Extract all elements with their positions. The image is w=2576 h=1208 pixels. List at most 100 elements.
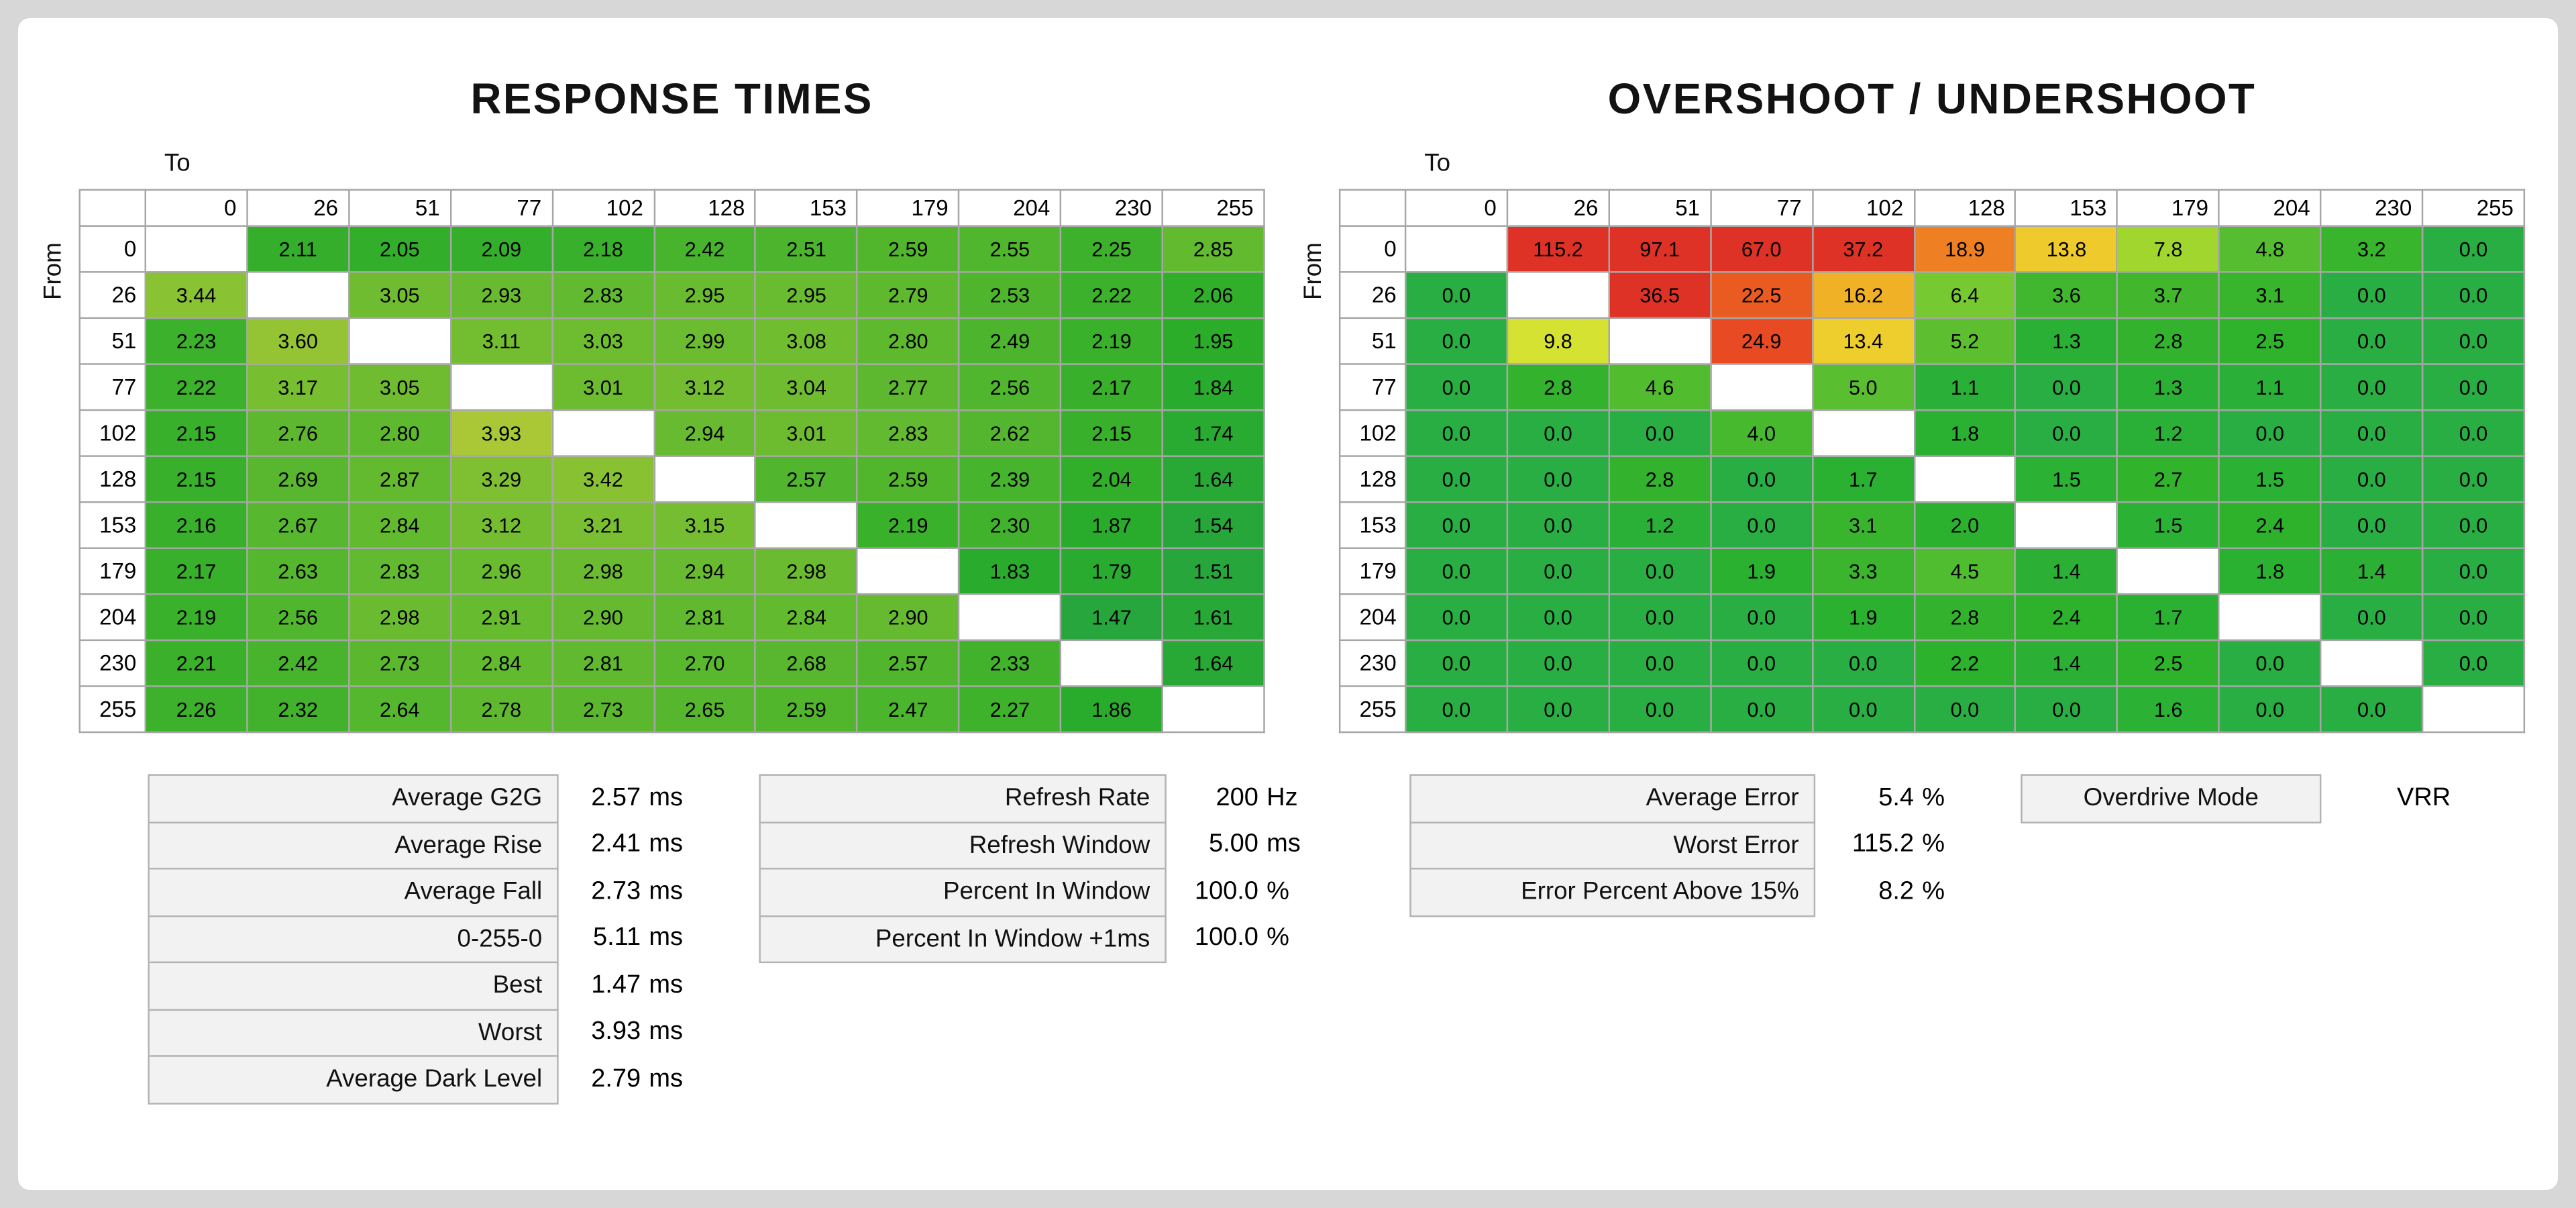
heatmap-col-header: 179 xyxy=(2116,189,2220,227)
heatmap-cell: 2.59 xyxy=(755,685,859,734)
heatmap-cell: 1.84 xyxy=(1161,363,1265,411)
heatmap-cell: 18.9 xyxy=(1913,225,2017,273)
stat-label: Refresh Window xyxy=(759,821,1167,870)
overshoot-title: OVERSHOOT / UNDERSHOOT xyxy=(1607,74,2257,123)
heatmap-cell: 1.83 xyxy=(958,547,1062,595)
heatmap-cell: 1.79 xyxy=(1059,547,1164,595)
heatmap-cell: 2.83 xyxy=(347,547,451,595)
heatmap-cell: 2.23 xyxy=(144,317,248,365)
stat-row: Average Rise 2.41 ms xyxy=(148,821,683,870)
heatmap-cell: 2.32 xyxy=(246,685,350,734)
heatmap-col-header: 153 xyxy=(755,189,859,227)
stat-label: Best xyxy=(148,961,559,1010)
heatmap-col-header: 51 xyxy=(1608,189,1712,227)
stat-label: Average G2G xyxy=(148,774,559,823)
heatmap-col-header: 26 xyxy=(246,189,350,227)
heatmap-row-header: 26 xyxy=(1338,271,1407,319)
heatmap-cell: 2.93 xyxy=(449,271,553,319)
heatmap-cell: 2.64 xyxy=(347,685,451,734)
stat-label: Average Error xyxy=(1409,774,1816,823)
heatmap-cell: 2.30 xyxy=(958,501,1062,549)
heatmap-cell: 4.0 xyxy=(1709,409,1813,457)
stat-value: 200 Hz xyxy=(1216,783,1298,812)
heatmap-cell: 1.8 xyxy=(1913,409,2017,457)
heatmap-col-header: 128 xyxy=(653,189,757,227)
heatmap-cell: 2.2 xyxy=(1913,639,2017,687)
heatmap-cell: 0.0 xyxy=(1709,639,1813,687)
heatmap-cell: 0.0 xyxy=(2015,409,2118,457)
heatmap-cell: 1.6 xyxy=(2116,685,2220,734)
heatmap-cell: 0.0 xyxy=(2421,317,2526,365)
stat-value: 8.2% xyxy=(1878,877,1945,905)
heatmap-corner-cell xyxy=(1338,189,1407,227)
stat-label: Worst Error xyxy=(1409,821,1816,870)
heatmap-cell: 2.57 xyxy=(755,455,859,503)
heatmap-row-header: 153 xyxy=(78,501,146,549)
heatmap-cell: 0.0 xyxy=(1404,271,1508,319)
stat-value: 2.79 ms xyxy=(591,1064,683,1093)
heatmap-cell: 0.0 xyxy=(1506,409,1610,457)
heatmap-col-header: 0 xyxy=(1404,189,1508,227)
heatmap-cell: 2.70 xyxy=(653,639,757,687)
heatmap-cell: 3.05 xyxy=(347,363,451,411)
stat-value: 5.4% xyxy=(1878,783,1945,812)
heatmap-cell: 3.7 xyxy=(2116,271,2220,319)
stat-label: Percent In Window xyxy=(759,868,1167,917)
heatmap-cell: 0.0 xyxy=(1506,639,1610,687)
heatmap-cell: 2.15 xyxy=(144,455,248,503)
heatmap-cell: 3.03 xyxy=(551,317,655,365)
heatmap-cell: 3.42 xyxy=(551,455,655,503)
heatmap-cell: 0.0 xyxy=(2421,271,2526,319)
heatmap-cell xyxy=(449,363,553,411)
heatmap-cell: 0.0 xyxy=(2421,501,2526,549)
heatmap-cell: 0.0 xyxy=(1608,409,1712,457)
heatmap-cell: 3.93 xyxy=(449,409,553,457)
error-stats-table: Average Error 5.4% Worst Error 115.2% Error … xyxy=(1409,774,1945,917)
heatmap-cell: 2.17 xyxy=(1059,363,1164,411)
stat-label: Overdrive Mode xyxy=(2021,774,2322,823)
heatmap-cell: 0.0 xyxy=(2218,409,2322,457)
heatmap-row-header: 179 xyxy=(1338,547,1407,595)
heatmap-cell xyxy=(958,593,1062,642)
heatmap-cell: 2.8 xyxy=(1506,363,1610,411)
heatmap-cell: 0.0 xyxy=(2421,363,2526,411)
heatmap-cell: 3.12 xyxy=(449,501,553,549)
heatmap-cell: 3.12 xyxy=(653,363,757,411)
heatmap-cell xyxy=(856,547,960,595)
heatmap-cell: 2.22 xyxy=(144,363,248,411)
heatmap-cell xyxy=(2421,685,2526,734)
heatmap-cell: 1.2 xyxy=(1608,501,1712,549)
heatmap-cell: 2.57 xyxy=(856,639,960,687)
heatmap-cell: 1.95 xyxy=(1161,317,1265,365)
stat-row: Worst 3.93 ms xyxy=(148,1008,683,1057)
heatmap-cell: 2.15 xyxy=(144,409,248,457)
heatmap-cell: 0.0 xyxy=(1506,455,1610,503)
heatmap-cell: 2.98 xyxy=(755,547,859,595)
heatmap-cell: 3.01 xyxy=(551,363,655,411)
heatmap-cell: 2.27 xyxy=(958,685,1062,734)
heatmap-cell: 0.0 xyxy=(2421,409,2526,457)
heatmap-cell: 2.09 xyxy=(449,225,553,273)
heatmap-cell: 1.4 xyxy=(2320,547,2424,595)
heatmap-cell: 0.0 xyxy=(2320,409,2424,457)
heatmap-cell: 2.81 xyxy=(653,593,757,642)
heatmap-cell: 3.17 xyxy=(246,363,350,411)
stat-value: 100.0% xyxy=(1194,877,1289,905)
heatmap-row-header: 102 xyxy=(78,409,146,457)
heatmap-cell: 2.8 xyxy=(1913,593,2017,642)
heatmap-cell: 9.8 xyxy=(1506,317,1610,365)
heatmap-cell: 2.84 xyxy=(449,639,553,687)
heatmap-cell: 2.56 xyxy=(246,593,350,642)
heatmap-row-header: 230 xyxy=(1338,639,1407,687)
refresh-stats-table: Refresh Rate 200 Hz Refresh Window 5.00 ms Per… xyxy=(759,774,1301,964)
heatmap-cell: 0.0 xyxy=(2320,501,2424,549)
heatmap-cell: 0.0 xyxy=(2218,639,2322,687)
stat-row: Percent In Window 100.0% xyxy=(759,868,1300,917)
heatmap-cell: 2.51 xyxy=(755,225,859,273)
stat-row: Refresh Rate 200 Hz xyxy=(759,774,1300,823)
heatmap-cell: 0.0 xyxy=(2320,455,2424,503)
heatmap-cell: 2.69 xyxy=(246,455,350,503)
heatmap-cell: 2.83 xyxy=(856,409,960,457)
heatmap-cell: 16.2 xyxy=(1811,271,1915,319)
